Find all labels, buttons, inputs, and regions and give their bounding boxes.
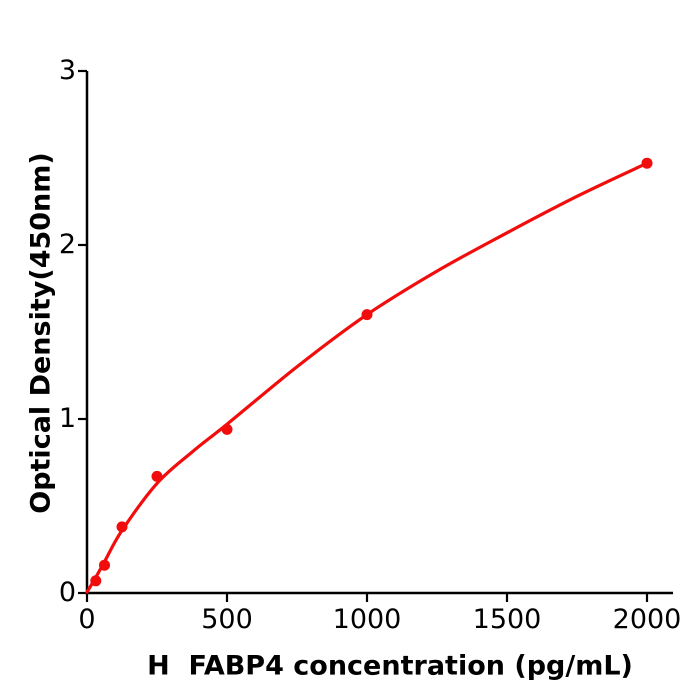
data-point [90, 575, 102, 587]
y-tick-label: 3 [58, 55, 76, 86]
data-point [151, 470, 163, 482]
x-tick-label: 2000 [612, 604, 682, 635]
y-tick-label: 1 [58, 403, 76, 434]
x-tick-label: 1000 [332, 604, 402, 635]
data-point [116, 521, 128, 533]
y-tick-label: 0 [58, 577, 76, 608]
x-tick-label: 500 [201, 604, 253, 635]
x-tick-label: 0 [78, 604, 96, 635]
data-point [361, 309, 373, 321]
y-axis-title: Optical Density(450nm) [25, 152, 57, 514]
x-axis-title: H FABP4 concentration (pg/mL) [147, 650, 633, 682]
data-point [221, 423, 233, 435]
data-point [99, 559, 110, 571]
fit-curve [85, 161, 649, 594]
y-tick-label: 2 [58, 229, 76, 260]
data-point [641, 157, 653, 169]
x-tick-label: 1500 [472, 604, 542, 635]
